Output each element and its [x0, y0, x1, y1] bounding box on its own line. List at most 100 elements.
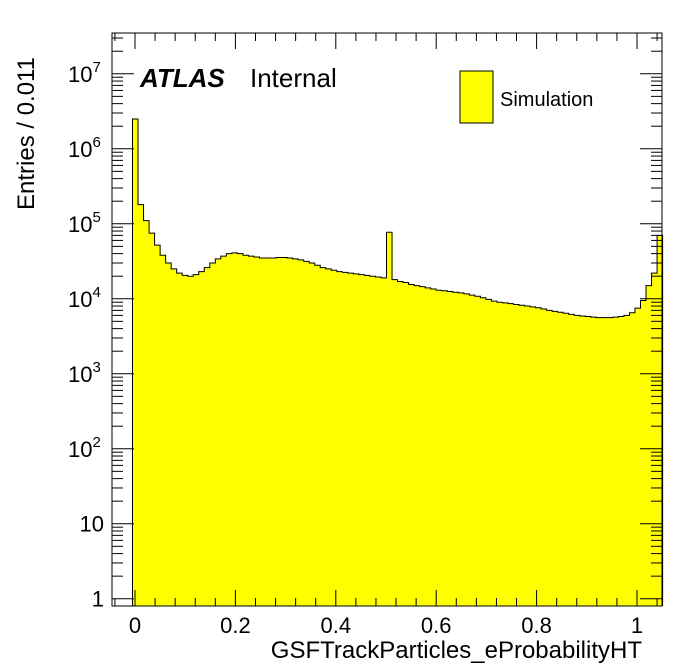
histogram-bin — [397, 281, 404, 606]
legend-label-simulation: Simulation — [500, 89, 593, 111]
histogram-bin — [143, 220, 150, 606]
histogram-bin — [568, 314, 575, 606]
histogram-bin — [342, 272, 349, 606]
histogram-bin — [496, 302, 504, 606]
histogram-bin — [408, 284, 415, 606]
histogram-bin — [535, 307, 542, 606]
histogram-bin — [607, 317, 614, 606]
histogram-bin — [590, 317, 597, 606]
histogram-bin — [585, 316, 592, 606]
histogram-bin — [596, 317, 603, 606]
histogram-bin — [369, 276, 377, 606]
histogram-bin — [403, 282, 410, 606]
histogram-bin — [193, 274, 200, 606]
histogram-bin — [436, 290, 443, 606]
histogram-bin — [265, 257, 272, 606]
x-tick-label: 0.6 — [421, 613, 452, 638]
y-tick-label: 103 — [68, 359, 101, 387]
histogram-bin — [231, 252, 239, 606]
y-tick-label: 104 — [68, 284, 101, 312]
x-tick-label: 0 — [129, 613, 141, 638]
histogram-bin — [303, 261, 310, 606]
histogram-bin — [220, 256, 227, 606]
histogram-outline — [131, 118, 664, 606]
histogram-bin — [132, 118, 139, 606]
histogram-bin — [204, 267, 211, 606]
histogram-bin — [281, 257, 288, 606]
histogram-bin — [646, 285, 653, 606]
histogram-bin — [541, 309, 548, 606]
histogram-bin — [198, 271, 205, 606]
histogram-bin — [270, 257, 277, 606]
histogram-bin — [253, 257, 261, 606]
histogram-bin — [149, 233, 156, 606]
histogram-bin — [314, 265, 321, 606]
atlas-label: ATLAS — [139, 63, 225, 93]
histogram-bin — [651, 273, 658, 606]
histogram-bin — [458, 292, 465, 606]
y-tick-label: 10 — [80, 512, 104, 537]
y-tick-label: 105 — [68, 209, 101, 237]
y-axis-title: Entries / 0.011 — [13, 57, 40, 210]
histogram-bin — [287, 257, 294, 606]
histogram-bin — [563, 313, 570, 606]
histogram-bin — [557, 312, 564, 606]
histogram-bin — [138, 204, 145, 606]
legend-swatch-simulation — [459, 70, 494, 124]
plot-frame — [111, 32, 663, 607]
histogram-bin — [165, 262, 172, 606]
histogram-bin — [325, 268, 332, 606]
histogram-bin — [485, 299, 493, 606]
histogram-bin — [430, 288, 437, 606]
histogram-bin — [629, 312, 636, 606]
histogram-bin — [574, 315, 581, 606]
histogram-bin — [552, 311, 559, 606]
histogram-bin — [176, 273, 183, 606]
x-tick-label: 0.2 — [220, 613, 251, 638]
histogram-bin — [248, 256, 255, 606]
histogram-bin — [447, 291, 454, 606]
histogram-bin — [530, 306, 537, 606]
histogram-bin — [276, 257, 283, 606]
histogram-bin — [171, 268, 178, 606]
histogram-bin — [187, 276, 194, 606]
histogram-bin — [347, 273, 354, 606]
histogram-bin — [546, 310, 553, 606]
histogram-bin — [292, 258, 299, 606]
histogram-bin — [353, 273, 360, 606]
histogram-bin — [309, 262, 316, 606]
histogram-bin — [226, 253, 233, 606]
histogram-bin — [414, 285, 421, 606]
x-tick-label: 1 — [631, 613, 643, 638]
histogram-bin — [579, 315, 586, 606]
histogram-bin — [209, 262, 216, 606]
histogram-bin — [640, 300, 647, 606]
y-tick-label: 102 — [68, 434, 101, 462]
histogram-bin — [469, 295, 476, 606]
histogram-bin — [519, 305, 526, 606]
histogram-bin — [237, 253, 244, 606]
histogram-bin — [491, 301, 498, 606]
x-axis-title: GSFTrackParticles_eProbabilityHT — [271, 637, 643, 664]
histogram-bin — [160, 255, 167, 606]
histogram-bars — [132, 118, 664, 606]
histogram-bin — [618, 316, 625, 606]
histogram-bin — [331, 270, 338, 606]
histogram-bin — [634, 308, 642, 606]
histogram-bin — [392, 279, 399, 606]
histogram-bin — [242, 255, 250, 606]
histogram-bin — [601, 317, 608, 606]
x-tick-label: 0.4 — [321, 613, 352, 638]
y-tick-label: 1 — [92, 587, 104, 612]
histogram-bin — [463, 293, 470, 606]
histogram-bin — [474, 296, 481, 606]
x-axis-ticks: 0 0.2 0.4 0.6 0.8 1 — [114, 33, 658, 638]
histogram-bin — [215, 258, 222, 606]
histogram-bin — [259, 257, 266, 606]
histogram-bin — [182, 275, 189, 606]
histogram-bin — [657, 235, 664, 606]
internal-label: Internal — [250, 63, 337, 93]
histogram-bin — [336, 271, 343, 606]
histogram-bin — [154, 245, 161, 606]
